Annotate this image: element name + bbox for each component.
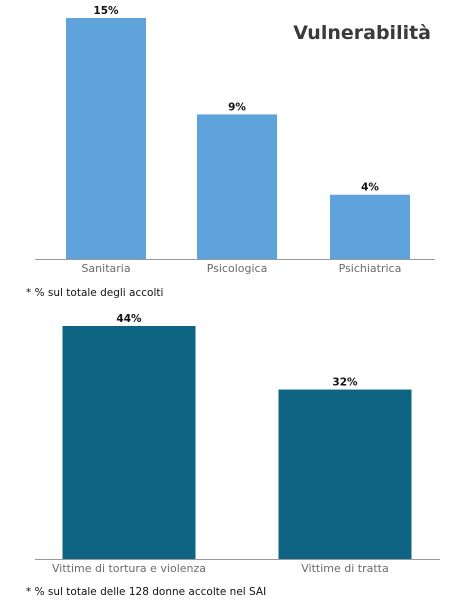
- category-label: Psichiatrica: [339, 262, 402, 275]
- data-label: 32%: [332, 377, 358, 389]
- data-label: 44%: [116, 313, 142, 325]
- bar-vittime-di-tortura-e-violenza: [62, 326, 196, 559]
- category-label: Psicologica: [207, 262, 268, 275]
- chart-title: Vulnerabilità: [293, 22, 431, 44]
- data-label: 4%: [361, 182, 379, 194]
- bar-chart-vulnerabilita: 15% Sanitaria 9% Psicologica 4% Psichiatrica: [35, 5, 435, 275]
- bar-chart-vittime: 44% Vittime di tortura e violenza 32% Vitti…: [35, 313, 440, 575]
- category-label: Sanitaria: [81, 262, 130, 275]
- bar-psichiatrica: [330, 194, 410, 259]
- category-label: Vittime di tortura e violenza: [52, 562, 206, 575]
- bar-psicologica: [197, 114, 277, 260]
- category-label: Vittime di tratta: [301, 562, 388, 575]
- bar-vittime-di-tratta: [278, 389, 412, 559]
- chart-footnote: * % sul totale delle 128 donne accolte n…: [26, 586, 267, 598]
- bar-sanitaria: [66, 18, 146, 259]
- data-label: 9%: [228, 101, 246, 113]
- chart-footnote: * % sul totale degli accolti: [26, 287, 164, 299]
- data-label: 15%: [93, 5, 119, 17]
